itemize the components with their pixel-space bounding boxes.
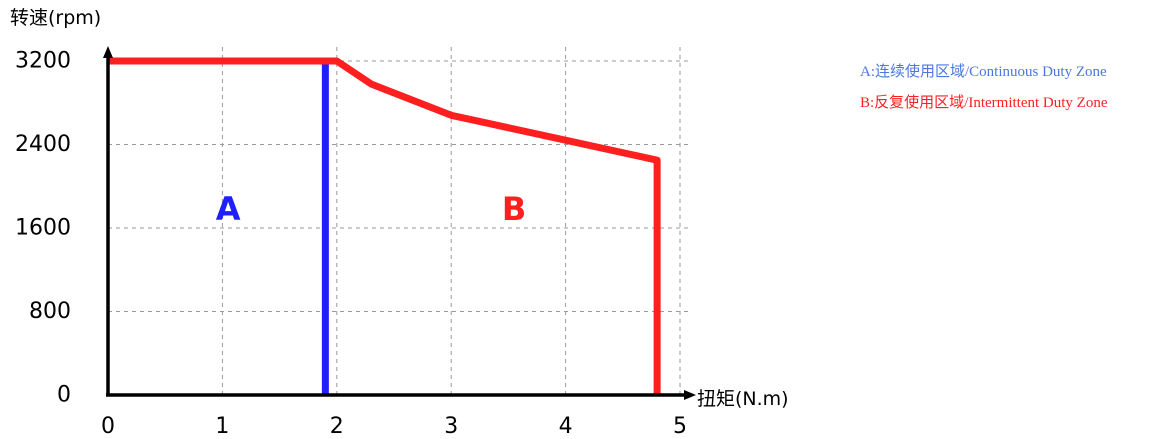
x-tick-label: 5 xyxy=(673,414,687,439)
legend-item-b: B:反复使用区域/Intermittent Duty Zone xyxy=(860,95,1108,111)
series-lines xyxy=(108,57,661,395)
x-tick-label: 1 xyxy=(215,414,229,439)
y-tick-label: 3200 xyxy=(15,49,71,74)
tick-labels: 0 1 2 3 4 5 0 800 1600 2400 3200 xyxy=(15,49,687,439)
y-tick-label: 2400 xyxy=(15,132,71,157)
series-line-b xyxy=(108,57,661,395)
x-axis-arrow xyxy=(684,390,696,400)
x-axis-title: 扭矩(N.m) xyxy=(697,388,789,410)
x-tick-label: 2 xyxy=(330,414,344,439)
y-tick-label: 0 xyxy=(57,383,71,408)
zone-label-b: B xyxy=(502,190,526,228)
y-tick-label: 1600 xyxy=(15,216,71,241)
y-tick-label: 800 xyxy=(29,299,71,324)
grid xyxy=(108,47,688,395)
x-tick-label: 0 xyxy=(101,414,115,439)
legend-item-a: A:连续使用区域/Continuous Duty Zone xyxy=(860,64,1107,80)
axes xyxy=(103,46,696,400)
x-tick-label: 3 xyxy=(444,414,458,439)
y-axis-title: 转速(rpm) xyxy=(10,7,101,29)
y-axis-arrow xyxy=(103,46,113,58)
zone-label-a: A xyxy=(216,190,241,228)
x-tick-label: 4 xyxy=(559,414,573,439)
